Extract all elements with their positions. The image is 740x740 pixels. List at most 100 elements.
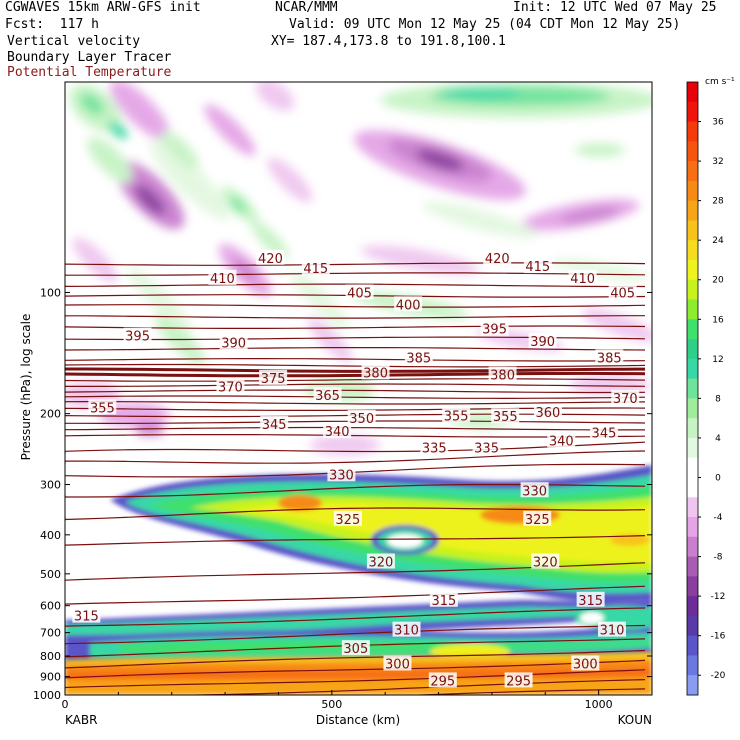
colorbar-bin xyxy=(687,615,698,637)
y-axis: 100 200 300 400 500 600 700 800 900 1000 xyxy=(33,286,652,702)
colorbar-bin xyxy=(687,200,698,221)
theta-label-bg xyxy=(383,655,412,671)
theta-label: 380 xyxy=(363,366,388,381)
theta-label-bg xyxy=(327,466,356,482)
theta-contour xyxy=(65,304,646,308)
colorbar-bin xyxy=(687,319,698,340)
colorbar-label: 20 xyxy=(712,276,724,286)
colorbar-bin xyxy=(687,180,698,202)
theta-label-bg xyxy=(483,249,512,265)
theta-label: 380 xyxy=(490,369,515,384)
theta-contour xyxy=(65,294,646,298)
theta-contour xyxy=(65,441,646,455)
theta-label: 310 xyxy=(394,624,419,639)
theta-label-bg xyxy=(480,320,509,336)
theta-contour xyxy=(65,624,646,645)
theta-label-bg xyxy=(531,553,560,569)
colorbar-bin xyxy=(687,497,698,518)
x-axis: 0 500 1000 xyxy=(62,690,653,711)
theta-label: 330 xyxy=(522,484,547,499)
colorbar-bin xyxy=(687,358,698,380)
theta-contour xyxy=(65,389,646,394)
header-forecast: Fcst: 117 h xyxy=(5,17,99,32)
colorbar-bin xyxy=(687,141,698,162)
theta-label-bg xyxy=(392,621,421,637)
theta-label-bg xyxy=(428,672,457,688)
theta-contour xyxy=(65,585,646,606)
field-potential-temperature: Potential Temperature xyxy=(7,65,172,80)
y-tick-label: 200 xyxy=(40,408,61,421)
right-endpoint-label: KOUN xyxy=(618,713,652,727)
theta-label: 335 xyxy=(474,442,499,457)
theta-label-bg xyxy=(88,399,117,415)
theta-label-bg xyxy=(611,390,640,406)
theta-label: 365 xyxy=(315,389,340,404)
colorbar-label: 24 xyxy=(712,236,724,246)
colorbar-bin xyxy=(687,339,698,360)
theta-label: 320 xyxy=(533,556,558,571)
theta-contour xyxy=(65,450,646,465)
header-org: NCAR/MMM xyxy=(275,0,338,15)
y-tick-label: 700 xyxy=(40,627,61,640)
colorbar-label: 32 xyxy=(712,157,723,167)
x-axis-title: Distance (km) xyxy=(316,713,400,727)
theta-label: 420 xyxy=(485,252,510,267)
theta-label-bg xyxy=(571,655,600,671)
theta-label-bg xyxy=(568,269,597,285)
y-tick-label: 800 xyxy=(40,650,61,663)
theta-label-bg xyxy=(520,482,549,498)
theta-label: 345 xyxy=(592,427,617,442)
theta-label-bg xyxy=(366,553,395,569)
colorbar-unit: cm s⁻¹ xyxy=(705,77,735,87)
theta-label-bg xyxy=(341,640,370,656)
theta-label: 395 xyxy=(125,330,150,345)
header-model: CGWAVES 15km ARW-GFS init xyxy=(5,0,201,15)
colorbar-bin xyxy=(687,457,698,498)
theta-label-bg xyxy=(504,672,533,688)
colorbar-bin xyxy=(687,299,698,320)
theta-label: 305 xyxy=(343,642,368,657)
y-tick-label: 100 xyxy=(40,286,61,299)
theta-label: 390 xyxy=(221,336,246,351)
field-boundary-layer-tracer: Boundary Layer Tracer xyxy=(7,50,172,65)
theta-contour xyxy=(65,358,646,362)
theta-label: 295 xyxy=(506,674,531,689)
theta-label: 325 xyxy=(335,513,360,528)
theta-label: 300 xyxy=(385,657,410,672)
theta-label: 340 xyxy=(325,425,350,440)
theta-label-bg xyxy=(256,249,285,265)
theta-label: 405 xyxy=(610,286,635,301)
theta-label: 385 xyxy=(597,351,622,366)
theta-label-bg xyxy=(313,387,342,403)
y-axis-title: Pressure (hPa), log scale xyxy=(19,314,33,461)
theta-contour xyxy=(404,688,646,695)
theta-label: 410 xyxy=(570,272,595,287)
theta-label-bg xyxy=(488,366,517,382)
theta-label: 330 xyxy=(329,468,354,483)
potential-temperature-labels: 420 415 410 405 400 395 390 385 380 375 370 365 355 3… xyxy=(72,249,640,689)
y-tick-label: 300 xyxy=(40,479,61,492)
theta-contour xyxy=(65,649,646,669)
theta-contour xyxy=(65,283,645,288)
theta-label-bg xyxy=(333,510,362,526)
theta-contour xyxy=(169,679,646,695)
theta-label: 355 xyxy=(444,409,469,424)
theta-label-bg xyxy=(216,378,245,394)
theta-label: 370 xyxy=(218,380,243,395)
colorbar-bin xyxy=(687,240,698,261)
x-tick-label: 0 xyxy=(62,698,69,711)
theta-contour xyxy=(65,401,646,405)
theta-label-bg xyxy=(589,424,618,440)
plot-frame xyxy=(64,81,653,696)
theta-label: 395 xyxy=(482,323,507,338)
theta-label-bg xyxy=(576,591,605,607)
theta-contour xyxy=(65,535,646,546)
theta-label: 325 xyxy=(525,513,550,528)
colorbar-bin xyxy=(687,576,698,597)
y-tick-label: 500 xyxy=(40,568,61,581)
theta-contour xyxy=(65,659,646,679)
colorbar-bin xyxy=(687,418,698,439)
colorbar-bin xyxy=(687,437,698,459)
colorbar-label: -12 xyxy=(711,592,726,602)
